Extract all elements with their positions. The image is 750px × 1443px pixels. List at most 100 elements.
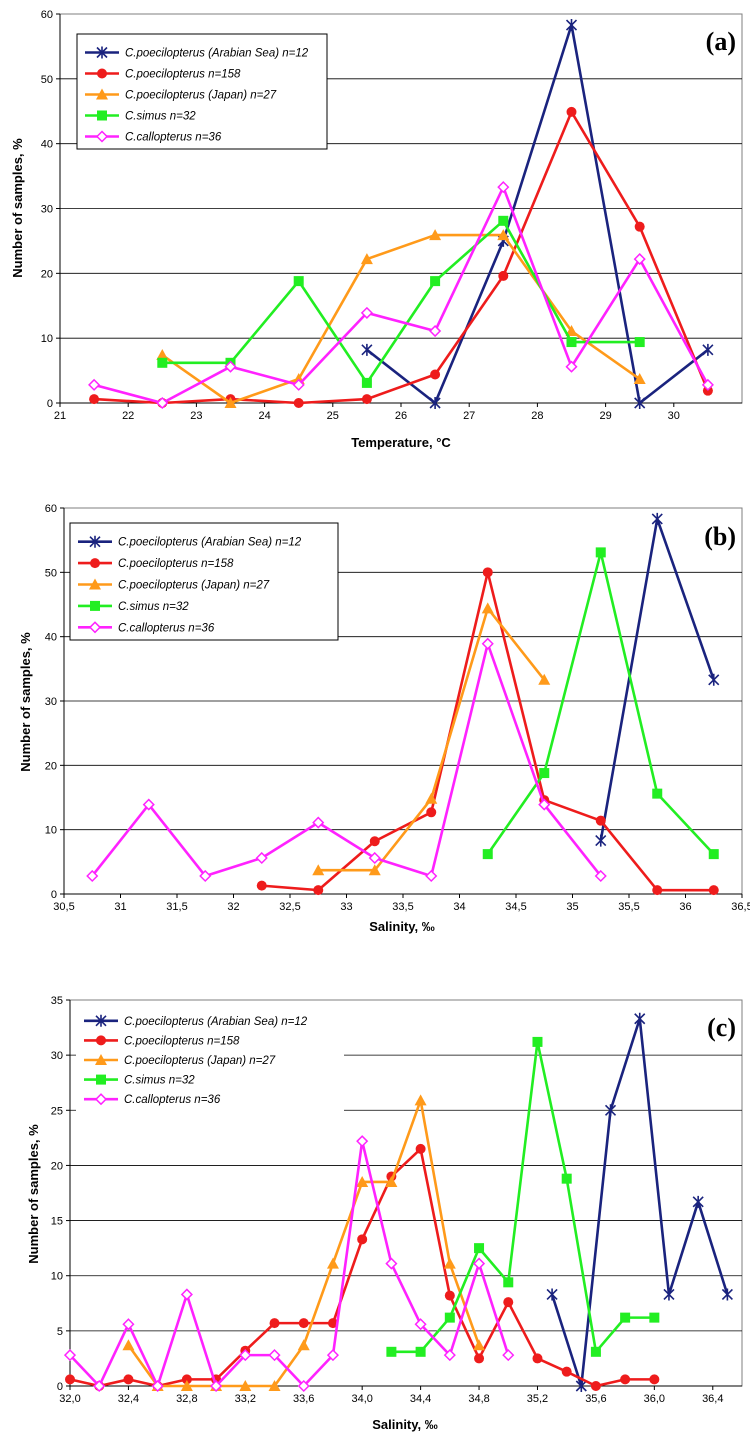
series-line bbox=[162, 219, 640, 385]
data-point bbox=[312, 864, 325, 876]
data-point bbox=[156, 349, 169, 361]
data-point bbox=[561, 1173, 572, 1184]
data-point bbox=[255, 851, 268, 865]
series-lines bbox=[88, 19, 714, 410]
data-point bbox=[425, 869, 438, 883]
y-axis-title: Number of samples, % bbox=[18, 632, 33, 772]
data-point bbox=[565, 360, 578, 373]
y-tick-label: 0 bbox=[51, 889, 57, 901]
legend-marker bbox=[95, 1014, 107, 1027]
data-point bbox=[595, 547, 606, 558]
series-4 bbox=[482, 547, 719, 860]
panel-label: (b) bbox=[704, 522, 736, 551]
y-tick-label: 10 bbox=[41, 333, 53, 345]
data-point bbox=[503, 1297, 514, 1308]
series-3 bbox=[312, 602, 551, 876]
data-point bbox=[443, 1257, 456, 1269]
data-point bbox=[651, 512, 663, 525]
data-point bbox=[708, 849, 719, 860]
data-point bbox=[620, 1374, 631, 1385]
legend-label: C.poecilopterus n=158 bbox=[125, 69, 241, 81]
data-point bbox=[93, 1379, 106, 1393]
legend-label: C.callopterus n=36 bbox=[125, 132, 222, 144]
data-point bbox=[532, 1036, 543, 1047]
data-point bbox=[89, 394, 100, 405]
y-tick-label: 30 bbox=[45, 696, 57, 708]
panel-label: (c) bbox=[707, 1013, 736, 1042]
x-tick-label: 36,5 bbox=[731, 901, 750, 913]
data-point bbox=[503, 1277, 514, 1288]
x-tick-label: 24 bbox=[258, 410, 270, 422]
legend-label: C.poecilopterus (Japan) n=27 bbox=[124, 1055, 276, 1067]
legend-entry: C.poecilopterus (Japan) n=27 bbox=[85, 88, 277, 102]
data-point bbox=[157, 357, 168, 368]
series-lines bbox=[63, 1012, 733, 1393]
legend-label: C.poecilopterus n=158 bbox=[118, 558, 234, 570]
data-point bbox=[122, 1339, 135, 1351]
legend-entry: C.poecilopterus (Japan) n=27 bbox=[78, 578, 270, 592]
legend-entry: C.poecilopterus (Arabian Sea) n=12 bbox=[78, 535, 302, 549]
y-tick-label: 20 bbox=[45, 760, 57, 772]
legend-marker bbox=[97, 110, 107, 121]
x-tick-label: 34,4 bbox=[410, 1393, 431, 1405]
y-tick-label: 30 bbox=[41, 204, 53, 216]
legend-label: C.poecilopterus (Arabian Sea) n=12 bbox=[125, 48, 309, 60]
series-line bbox=[366, 23, 709, 405]
data-point bbox=[415, 1346, 426, 1357]
data-point bbox=[297, 1339, 310, 1351]
x-axis: 32,0 32,4 32,8 33,2 33,6 34,0 34,4 34,8 35,2 35,6… bbox=[59, 1385, 742, 1405]
legend-marker bbox=[90, 600, 100, 611]
y-tick-label: 60 bbox=[45, 503, 57, 515]
x-tick-label: 32,0 bbox=[59, 1393, 80, 1405]
legend-entry: C.poecilopterus n=158 bbox=[84, 1035, 240, 1047]
legend-marker bbox=[95, 130, 109, 143]
data-point bbox=[293, 276, 304, 287]
data-point bbox=[414, 1094, 427, 1106]
data-point bbox=[357, 1234, 368, 1245]
legend-label: C.simus n=32 bbox=[118, 601, 189, 613]
series-lines bbox=[86, 512, 720, 896]
data-point bbox=[356, 1135, 369, 1148]
x-tick-label: 30,5 bbox=[53, 901, 74, 913]
data-point bbox=[180, 1380, 193, 1391]
x-axis-title: Temperature, °C bbox=[351, 435, 451, 450]
y-axis-title: Number of samples, % bbox=[26, 1124, 41, 1264]
data-point bbox=[546, 1288, 558, 1301]
data-point bbox=[539, 768, 550, 779]
data-point bbox=[268, 1380, 281, 1391]
data-point bbox=[498, 270, 509, 281]
x-tick-label: 36 bbox=[679, 901, 691, 913]
y-tick-label: 35 bbox=[51, 995, 63, 1007]
data-point bbox=[368, 851, 381, 865]
x-tick-label: 35,2 bbox=[527, 1393, 548, 1405]
data-point bbox=[292, 378, 305, 391]
legend-marker bbox=[96, 1035, 106, 1046]
data-point bbox=[575, 1380, 587, 1392]
legend-entry: C.poecilopterus (Japan) n=27 bbox=[84, 1054, 276, 1067]
legend-entry: C.poecilopterus (Arabian Sea) n=12 bbox=[85, 46, 309, 60]
y-tick-label: 30 bbox=[51, 1050, 63, 1062]
data-point bbox=[151, 1379, 164, 1393]
data-point bbox=[88, 378, 101, 391]
x-tick-label: 32 bbox=[227, 901, 239, 913]
legend-marker bbox=[95, 1054, 107, 1065]
data-point bbox=[297, 1379, 310, 1393]
data-point bbox=[502, 1349, 515, 1362]
series-line bbox=[91, 642, 602, 878]
x-tick-label: 34 bbox=[453, 901, 465, 913]
y-tick-label: 5 bbox=[57, 1326, 63, 1338]
legend-entry: C.poecilopterus (Arabian Sea) n=12 bbox=[84, 1014, 308, 1028]
series-3 bbox=[156, 229, 646, 408]
data-point bbox=[369, 836, 380, 847]
legend-entry: C.poecilopterus n=158 bbox=[78, 558, 234, 570]
x-tick-label: 34,8 bbox=[468, 1393, 489, 1405]
data-point bbox=[414, 1318, 427, 1331]
y-axis: 0 10 20 30 40 50 60 bbox=[41, 9, 61, 410]
x-tick-label: 31,5 bbox=[166, 901, 187, 913]
y-tick-label: 0 bbox=[57, 1381, 63, 1393]
data-point bbox=[663, 1288, 675, 1301]
legend-box bbox=[76, 1003, 344, 1111]
data-point bbox=[86, 869, 99, 883]
x-tick-label: 33,2 bbox=[235, 1393, 256, 1405]
series-line bbox=[391, 1040, 655, 1354]
